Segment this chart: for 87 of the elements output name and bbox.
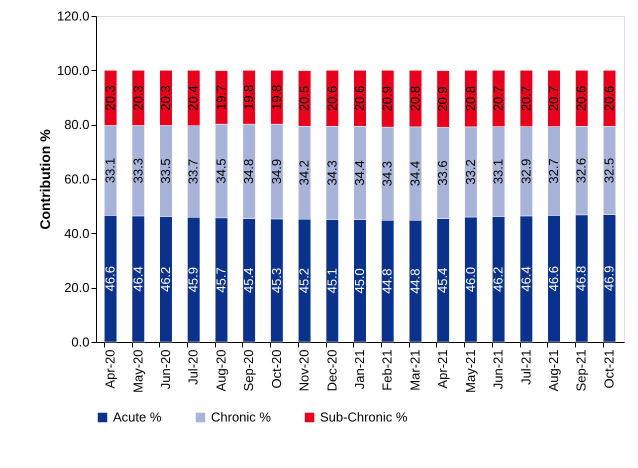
data-label: 34.3 <box>380 161 395 186</box>
data-label: 32.6 <box>574 158 589 184</box>
x-tick-label: Jun-20 <box>158 350 173 390</box>
data-label: 33.2 <box>462 159 478 185</box>
x-tick-label: Aug-20 <box>213 350 228 392</box>
y-tick-label: 20.0 <box>64 280 90 296</box>
data-label: 19.8 <box>268 84 284 110</box>
data-label: 20.7 <box>546 86 562 112</box>
data-label: 20.9 <box>435 86 450 112</box>
data-label: 46.4 <box>130 266 146 292</box>
data-label: 45.3 <box>268 268 284 294</box>
legend-label: Acute % <box>113 410 162 425</box>
data-label: 20.6 <box>352 86 367 111</box>
data-label: 33.6 <box>435 160 450 186</box>
y-tick-label: 0.0 <box>71 334 90 350</box>
data-label: 45.9 <box>186 266 201 292</box>
data-label: 34.9 <box>268 158 284 184</box>
data-label: 20.3 <box>158 85 173 111</box>
y-tick-label: 40.0 <box>64 226 90 241</box>
data-label: 46.2 <box>490 266 506 292</box>
data-label: 20.6 <box>574 86 589 111</box>
data-label: 34.4 <box>407 160 422 186</box>
data-label: 20.5 <box>296 86 312 112</box>
data-label: 20.3 <box>130 85 146 111</box>
x-tick-label: Feb-21 <box>380 350 395 391</box>
data-label: 32.7 <box>546 158 562 184</box>
y-tick-label: 60.0 <box>64 172 90 186</box>
data-label: 20.7 <box>518 86 534 112</box>
data-label: 20.9 <box>380 86 395 112</box>
x-tick-label: May-21 <box>462 350 478 393</box>
x-tick-label: Oct-21 <box>601 350 616 389</box>
data-label: 33.7 <box>186 158 201 184</box>
x-tick-label: Dec-20 <box>324 350 340 392</box>
data-label: 20.8 <box>407 86 422 112</box>
legend-label: Chronic % <box>211 410 272 425</box>
x-tick-label: Jul-20 <box>186 350 201 385</box>
data-label: 19.8 <box>241 84 256 110</box>
x-tick-label: Apr-21 <box>435 350 450 389</box>
x-tick-label: Nov-20 <box>296 350 312 392</box>
data-label: 33.5 <box>158 158 173 184</box>
data-label: 45.4 <box>435 268 450 293</box>
data-label: 44.8 <box>380 268 395 294</box>
data-label: 20.7 <box>490 86 506 112</box>
data-label: 46.0 <box>462 266 478 292</box>
data-label: 33.3 <box>130 158 146 184</box>
x-tick-label: Sep-20 <box>241 350 256 392</box>
x-tick-label: Jul-21 <box>518 350 534 385</box>
data-label: 19.7 <box>213 84 228 110</box>
x-tick-label: Jun-21 <box>490 350 506 390</box>
data-label: 20.6 <box>324 86 340 111</box>
y-tick-label: 80.0 <box>64 117 90 132</box>
data-label: 34.4 <box>352 160 367 186</box>
data-label: 34.5 <box>213 158 228 184</box>
data-label: 32.9 <box>518 158 534 184</box>
y-tick-label: 100.0 <box>56 62 90 78</box>
data-label: 46.6 <box>102 266 118 292</box>
x-tick-label: Mar-21 <box>407 350 422 391</box>
legend-label: Sub-Chronic % <box>320 410 408 425</box>
data-label: 46.6 <box>546 266 562 292</box>
x-tick-label: Oct-20 <box>268 350 284 389</box>
data-label: 46.2 <box>158 266 173 292</box>
data-label: 45.1 <box>324 268 340 294</box>
x-tick-label: Aug-21 <box>546 350 562 392</box>
data-label: 20.3 <box>102 85 118 111</box>
data-label: 20.4 <box>186 85 201 111</box>
data-label: 46.9 <box>601 266 616 291</box>
data-label: 45.7 <box>213 267 228 293</box>
data-label: 33.1 <box>490 158 506 184</box>
data-label: 34.3 <box>324 160 340 186</box>
x-tick-label: Jan-21 <box>352 350 367 390</box>
data-label: 20.6 <box>601 86 616 111</box>
x-tick-label: Sep-21 <box>574 350 589 392</box>
data-label: 45.0 <box>352 268 367 294</box>
data-label: 45.2 <box>296 268 312 294</box>
data-label: 34.8 <box>241 158 256 184</box>
data-label: 46.4 <box>518 266 534 292</box>
y-axis-title: Contribution % <box>36 128 53 230</box>
x-tick-label: May-20 <box>130 350 146 393</box>
data-label: 45.4 <box>241 268 256 293</box>
data-label: 34.2 <box>296 160 312 186</box>
data-label: 33.1 <box>102 158 118 184</box>
data-label: 20.8 <box>462 86 478 112</box>
x-tick-label: Apr-20 <box>102 350 118 389</box>
data-label: 44.8 <box>407 268 422 294</box>
data-label: 46.8 <box>574 266 589 292</box>
y-tick-label: 120.0 <box>56 8 90 24</box>
data-label: 32.5 <box>601 158 616 184</box>
